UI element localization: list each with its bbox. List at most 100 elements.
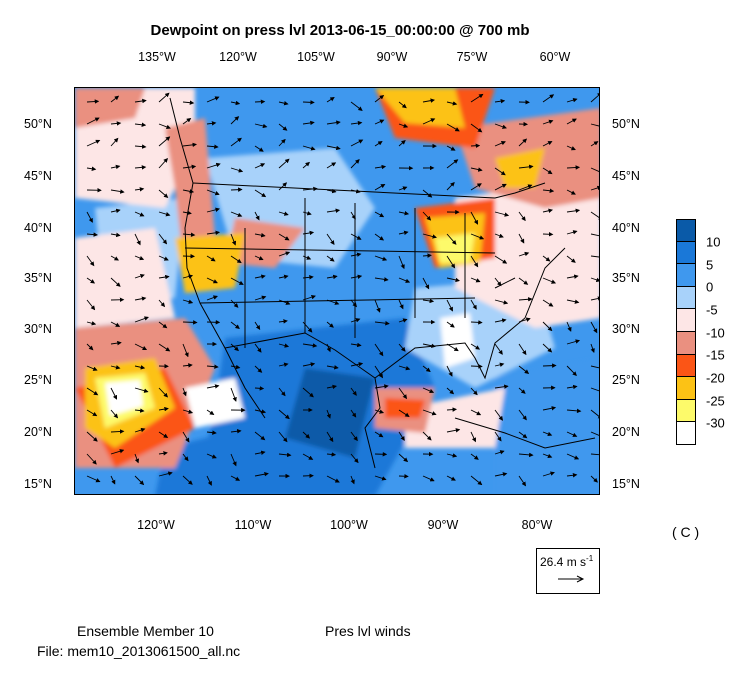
wind-arrow — [254, 274, 266, 279]
wind-arrow — [494, 362, 505, 367]
wind-arrow — [518, 431, 528, 439]
wind-arrow — [566, 189, 576, 195]
wind-arrow — [374, 343, 384, 357]
wind-arrow — [326, 343, 331, 353]
wind-arrow — [206, 189, 220, 196]
wind-arrow — [590, 92, 599, 103]
color-bin — [676, 377, 696, 400]
wind-arrow — [206, 295, 218, 301]
wind-arrow — [398, 255, 405, 270]
wind-arrow — [590, 123, 599, 129]
wind-arrow — [206, 207, 220, 213]
wind-arrow — [134, 144, 147, 149]
bottom-lon-label: 100°W — [330, 518, 368, 532]
wind-arrow — [158, 123, 171, 130]
wind-arrow — [278, 123, 288, 131]
wind-arrow — [470, 233, 485, 240]
wind-arrow — [86, 343, 94, 351]
wind-arrow — [518, 297, 533, 302]
color-bin — [676, 264, 696, 287]
wind-arrow — [494, 255, 508, 264]
wind-arrow — [86, 475, 101, 483]
file-label: File: mem10_2013061500_all.nc — [37, 643, 241, 659]
top-lon-label: 105°W — [297, 50, 335, 64]
wind-arrow — [446, 145, 456, 151]
wind-arrow — [110, 365, 121, 370]
wind-arrow — [158, 431, 169, 438]
wind-arrow — [350, 159, 360, 169]
wind-arrow — [254, 471, 269, 477]
wind-arrow — [446, 123, 460, 132]
wind-arrow — [134, 475, 145, 486]
wind-arrow — [470, 255, 479, 268]
left-lat-label: 30°N — [24, 322, 52, 336]
wind-arrow — [158, 92, 170, 103]
wind-arrow — [158, 274, 170, 280]
wind-arrow — [254, 365, 263, 373]
wind-arrow — [470, 364, 483, 369]
wind-arrow — [254, 163, 266, 169]
wind-arrow — [374, 431, 384, 438]
wind-arrow — [86, 211, 93, 223]
wind-arrow — [110, 95, 120, 103]
wind-arrow — [446, 365, 453, 377]
wind-arrow — [134, 387, 149, 393]
wind-arrow — [86, 139, 101, 147]
wind-arrow — [182, 189, 195, 194]
wind-arrow — [470, 123, 483, 133]
wind-arrow — [566, 118, 577, 125]
wind-arrow — [446, 233, 457, 245]
wind-arrow — [254, 321, 261, 330]
wind-arrow — [566, 165, 581, 170]
wind-arrow — [566, 230, 578, 235]
wind-arrow — [446, 181, 455, 191]
wind-arrow — [590, 211, 599, 221]
wind-arrow — [182, 100, 195, 105]
wind-arrow — [302, 453, 314, 460]
wind-arrow — [518, 138, 528, 147]
wind-arrow — [590, 431, 599, 436]
left-lat-label: 20°N — [24, 425, 52, 439]
wind-arrow — [134, 316, 149, 323]
wind-arrow — [446, 159, 459, 169]
wind-arrow — [350, 120, 363, 126]
wind-arrow — [230, 116, 240, 125]
wind-arrow — [326, 97, 335, 103]
wind-arrow — [566, 321, 572, 332]
right-lat-label: 35°N — [612, 271, 640, 285]
wind-arrow — [278, 452, 292, 458]
wind-arrow — [134, 343, 148, 351]
wind-arrow — [494, 141, 506, 147]
wind-arrow — [398, 277, 411, 283]
wind-arrow — [110, 137, 119, 147]
wind-arrow — [158, 406, 169, 412]
wind-arrow — [206, 384, 220, 389]
wind-arrow — [278, 431, 288, 443]
wind-arrow — [350, 299, 357, 308]
wind-arrow — [350, 189, 361, 194]
wind-arrow — [350, 342, 362, 348]
wind-arrow — [206, 453, 217, 459]
wind-arrow — [182, 387, 187, 397]
wind-arrow — [446, 453, 458, 458]
colorbar-label: 10 — [706, 234, 721, 250]
wind-arrow — [518, 184, 533, 191]
wind-arrow — [86, 255, 95, 267]
wind-arrow — [254, 343, 262, 353]
wind-arrow — [110, 340, 122, 346]
wind-arrow — [326, 384, 337, 390]
wind-arrow — [590, 141, 599, 147]
wind-arrow — [134, 427, 146, 433]
wind-arrow — [470, 343, 481, 350]
wind-arrow — [422, 118, 436, 125]
reference-vector-unit: m s — [566, 555, 587, 569]
wind-arrow — [518, 475, 527, 487]
wind-arrow — [470, 167, 483, 172]
wind-arrow — [398, 318, 408, 323]
wind-arrow — [134, 296, 147, 301]
wind-arrow — [542, 277, 557, 284]
wind-arrow — [158, 233, 168, 245]
wind-arrow — [278, 233, 290, 241]
wind-arrow — [326, 208, 341, 213]
left-lat-label: 45°N — [24, 169, 52, 183]
